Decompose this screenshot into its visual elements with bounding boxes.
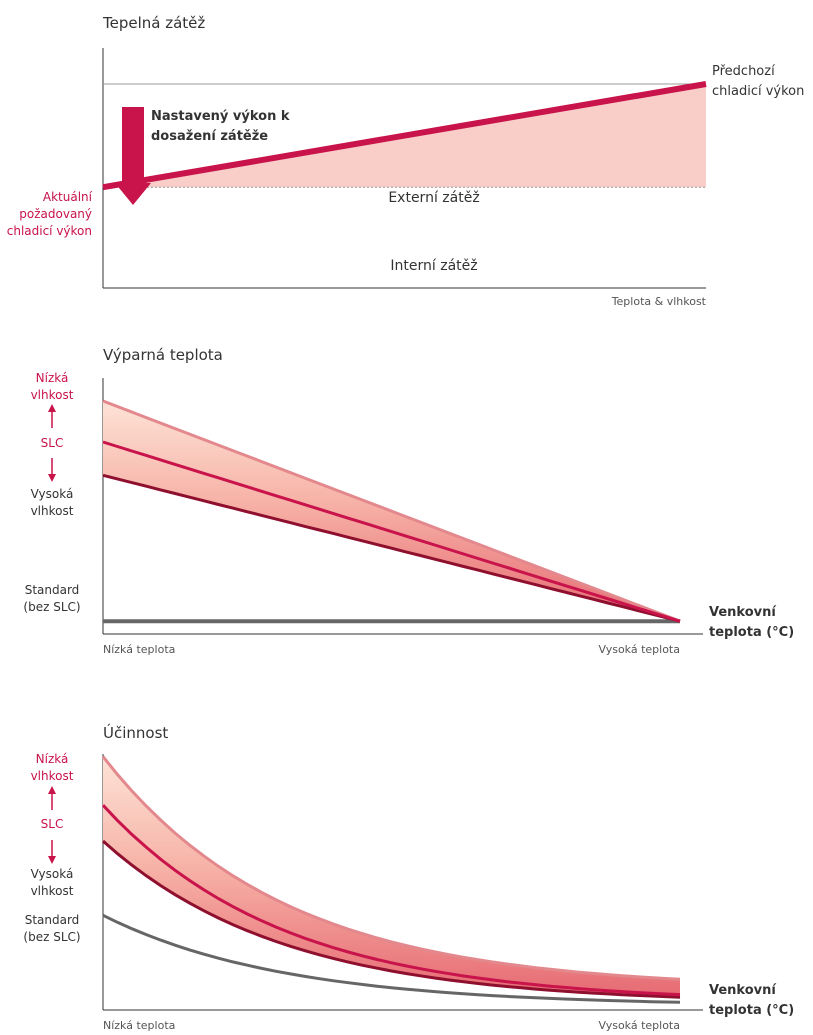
chart2-title: Výparná teplota [103, 346, 223, 364]
required-capacity-line [102, 81, 707, 191]
chart3-xtick-high: Vysoká teplota [598, 1019, 680, 1032]
chart3-label-low-humidity: Nízká vlhkost [30, 752, 74, 783]
low-humidity-line [102, 399, 681, 623]
high-humidity-line [102, 839, 681, 999]
chart2-label-slc: SLC [40, 436, 64, 450]
chart1-x-label: Teplota & vlhkost [611, 295, 706, 308]
chart1-left-label: Aktuální požadovaný chladicí výkon [6, 190, 92, 238]
chart2-up-arrow-icon [48, 404, 56, 428]
chart2-xtick-high: Vysoká teplota [598, 643, 680, 656]
chart1-axes [102, 48, 706, 289]
chart3-marks [101, 755, 681, 1004]
chart2-label-high-humidity: Vysoká vlhkost [30, 487, 74, 518]
chart2-marks [102, 399, 681, 624]
high-humidity-line [102, 473, 681, 623]
chart1-region-internal: Interní zátěž [390, 258, 478, 274]
chart3-label-high-humidity: Vysoká vlhkost [30, 867, 74, 898]
chart2-down-arrow-icon [48, 458, 56, 482]
chart3-title: Účinnost [103, 724, 169, 742]
slc-line [101, 804, 681, 997]
chart1-down-arrow-icon [115, 107, 151, 205]
standard-line [102, 913, 681, 1004]
chart2-label-standard: Standard (bez SLC) [23, 583, 81, 614]
chart3-xtick-low: Nízká teplota [103, 1019, 176, 1032]
chart2-xtick-low: Nízká teplota [103, 643, 176, 656]
chart3-label-slc: SLC [40, 817, 64, 831]
chart3-x-label: Venkovní teplota (°C) [709, 983, 795, 1018]
slc-line [102, 440, 681, 623]
chart1-marks [102, 81, 707, 191]
humidity-band [103, 756, 680, 998]
chart3-label-standard: Standard (bez SLC) [23, 913, 81, 944]
chart1-region-external: Externí zátěž [388, 190, 480, 206]
low-humidity-line [101, 755, 681, 981]
chart3-up-arrow-icon [48, 786, 56, 810]
chart2-label-low-humidity: Nízká vlhkost [30, 371, 74, 402]
chart1-right-label: Předchozí chladicí výkon [712, 64, 805, 99]
chart1-annotation: Nastavený výkon k dosažení zátěže [151, 109, 290, 144]
chart1-title: Tepelná zátěž [103, 14, 206, 32]
chart2-x-label: Venkovní teplota (°C) [709, 605, 795, 640]
chart3-down-arrow-icon [48, 840, 56, 864]
